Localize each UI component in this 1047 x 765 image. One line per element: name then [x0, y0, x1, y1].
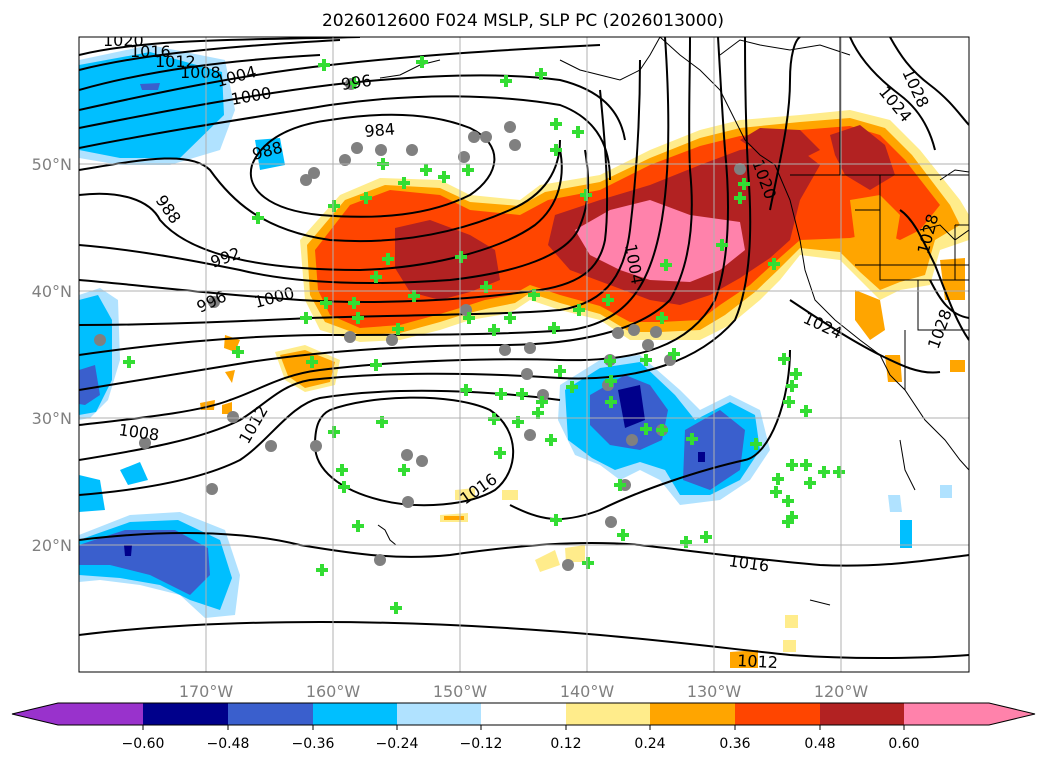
map-frame — [78, 36, 970, 673]
colorbar-tick-label: −0.48 — [207, 736, 250, 752]
station-markers-gray — [94, 78, 746, 571]
colorbar-tick-label: 0.36 — [719, 736, 750, 752]
lon-tick-label: 170°W — [179, 682, 234, 701]
colorbar-tick-label: −0.60 — [122, 736, 165, 752]
lon-tick-label: 120°W — [814, 682, 869, 701]
colorbar-tick-label: −0.12 — [460, 736, 503, 752]
contour-label: 1020 — [103, 31, 144, 50]
lon-tick-label: 160°W — [306, 682, 361, 701]
latitude-ticks: 50°N 40°N 30°N 20°N — [32, 155, 72, 555]
lat-tick-label: 30°N — [32, 409, 72, 428]
contour-label: 996 — [340, 71, 373, 94]
gridlines — [79, 37, 969, 672]
colorbar-tick-label: 0.60 — [888, 736, 919, 752]
colorbar-tick-label: −0.36 — [292, 736, 335, 752]
colorbar: −0.60 −0.48 −0.36 −0.24 −0.12 0.12 0.24 … — [11, 702, 1036, 752]
colorbar-tick-label: 0.48 — [804, 736, 835, 752]
map-area: 1020 1016 1012 1008 1004 1000 996 988 98… — [79, 31, 969, 672]
station-markers-green — [123, 56, 845, 614]
lat-tick-label: 40°N — [32, 282, 72, 301]
lat-tick-label: 20°N — [32, 536, 72, 555]
contour-label: 1016 — [130, 42, 171, 61]
longitude-ticks: 170°W 160°W 150°W 140°W 130°W 120°W — [179, 682, 869, 701]
negative-anomaly-southwest — [79, 512, 240, 618]
colorbar-tick-label: −0.24 — [376, 736, 419, 752]
borders — [790, 37, 969, 390]
coastlines — [377, 37, 969, 606]
lon-tick-label: 150°W — [433, 682, 488, 701]
lat-tick-label: 50°N — [32, 155, 72, 174]
contour-label: 984 — [364, 119, 396, 141]
map-title: 2026012600 F024 MSLP, SLP PC (2026013000… — [322, 11, 724, 31]
colorbar-tick-label: 0.24 — [634, 736, 665, 752]
contour-label: 1012 — [155, 52, 196, 71]
lon-tick-label: 140°W — [560, 682, 615, 701]
contour-label: 1012 — [737, 651, 779, 672]
colorbar-tick-label: 0.12 — [550, 736, 581, 752]
contour-label: 1008 — [180, 63, 221, 82]
negative-anomaly-northwest — [79, 45, 285, 170]
lon-tick-label: 130°W — [687, 682, 742, 701]
